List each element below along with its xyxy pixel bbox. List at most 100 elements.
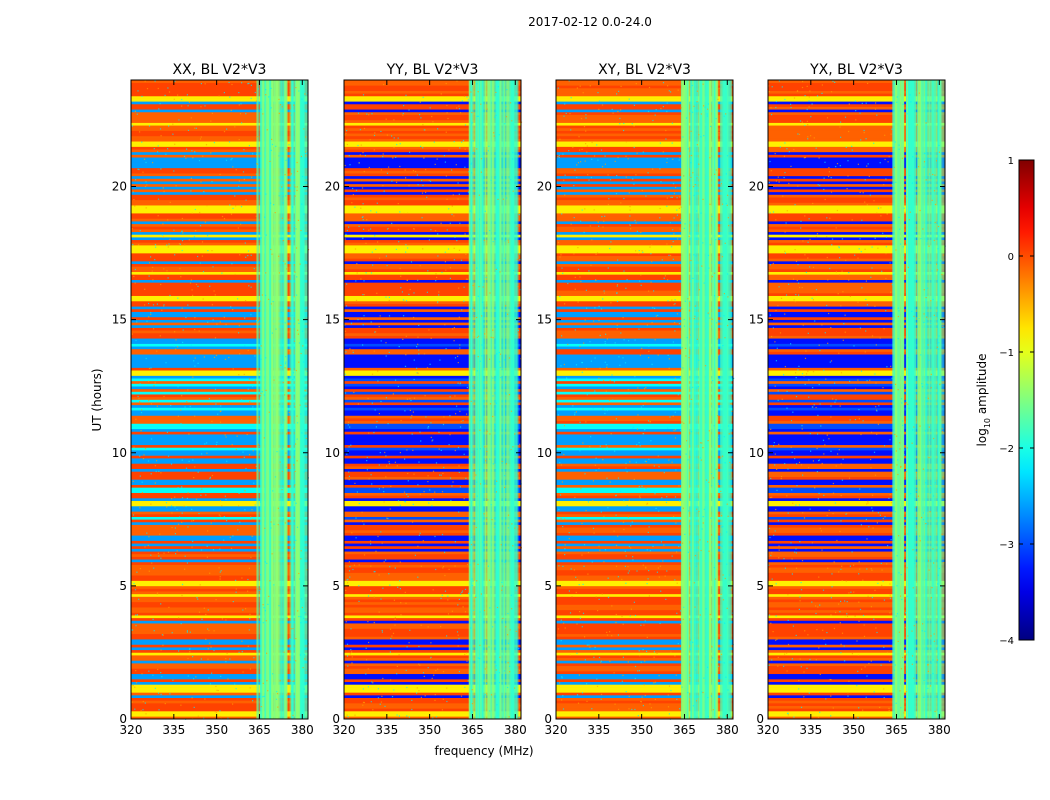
noise-speck (908, 407, 910, 409)
noise-speck (804, 357, 807, 359)
noise-speck (518, 716, 520, 718)
noise-speck (575, 576, 577, 578)
noise-speck (156, 428, 158, 430)
noise-speck (622, 317, 624, 319)
noise-speck (504, 305, 507, 307)
heatmap-row (131, 671, 308, 675)
heatmap-row (556, 527, 733, 531)
noise-speck (519, 289, 521, 291)
noise-speck (511, 120, 513, 122)
noise-speck (197, 598, 199, 600)
noise-speck (212, 549, 215, 551)
noise-speck (941, 127, 944, 129)
noise-speck (588, 179, 590, 181)
noise-speck (388, 461, 390, 463)
heatmap-row (556, 90, 733, 94)
noise-speck (353, 564, 355, 566)
noise-speck (931, 199, 933, 201)
heatmap-row (344, 237, 521, 241)
noise-speck (840, 600, 842, 602)
noise-speck (299, 654, 301, 656)
noise-speck (884, 158, 886, 161)
noise-speck (604, 549, 607, 551)
noise-speck (908, 368, 910, 370)
noise-speck (370, 321, 372, 323)
rfi-stripe (506, 80, 510, 719)
noise-speck (185, 157, 187, 159)
heatmap-row (344, 620, 521, 624)
noise-speck (780, 478, 782, 480)
noise-speck (648, 350, 650, 352)
noise-speck (363, 228, 365, 230)
noise-speck (886, 651, 889, 654)
noise-speck (924, 152, 926, 154)
noise-speck (433, 141, 435, 143)
noise-speck (885, 277, 887, 280)
heatmap-row (131, 601, 308, 605)
noise-speck (728, 225, 730, 227)
noise-speck (459, 486, 461, 488)
noise-speck (897, 338, 899, 340)
noise-speck (355, 537, 357, 539)
heatmap-row (556, 553, 733, 557)
noise-speck (302, 175, 304, 178)
noise-speck (235, 688, 237, 690)
noise-speck (785, 222, 787, 224)
noise-speck (912, 549, 914, 551)
noise-speck (641, 696, 643, 698)
noise-speck (778, 80, 780, 82)
noise-speck (889, 594, 891, 596)
noise-speck (564, 544, 566, 546)
noise-speck (133, 199, 135, 201)
heatmap-row (344, 279, 521, 283)
noise-speck (660, 108, 662, 110)
noise-speck (922, 468, 924, 470)
noise-speck (678, 159, 680, 161)
noise-speck (579, 85, 581, 87)
heatmap-row (768, 466, 945, 470)
heatmap-row (131, 362, 308, 366)
noise-speck (479, 429, 481, 431)
noise-speck (302, 345, 304, 347)
noise-speck (390, 638, 392, 640)
heatmap-row (131, 279, 308, 283)
heatmap-row (556, 109, 733, 113)
noise-speck (638, 650, 640, 652)
heatmap-row (131, 695, 308, 698)
noise-speck (858, 573, 860, 575)
noise-speck (658, 510, 660, 512)
noise-speck (603, 290, 605, 292)
noise-speck (375, 426, 377, 428)
heatmap-row (131, 191, 308, 195)
heatmap-row (344, 508, 521, 512)
noise-speck (516, 93, 518, 95)
noise-speck (647, 578, 649, 580)
noise-speck (643, 624, 645, 626)
noise-speck (559, 138, 561, 140)
heatmap-row (556, 293, 733, 296)
heatmap-row (556, 330, 733, 334)
noise-speck (148, 670, 150, 672)
noise-speck (620, 109, 622, 111)
heatmap-row (131, 103, 308, 107)
heatmap-row (768, 93, 945, 97)
noise-speck (645, 461, 647, 463)
noise-speck (562, 695, 564, 697)
noise-speck (799, 286, 801, 289)
noise-speck (471, 172, 473, 174)
noise-speck (782, 195, 784, 197)
heatmap-row (556, 556, 733, 560)
heatmap-row (768, 133, 945, 137)
heatmap-row (131, 383, 308, 387)
heatmap-row (556, 407, 733, 411)
noise-speck (357, 112, 360, 114)
heatmap-row (344, 551, 521, 555)
heatmap-row (556, 703, 733, 706)
heatmap-row (131, 607, 308, 611)
heatmap-row (344, 85, 521, 89)
noise-speck (451, 213, 453, 216)
noise-speck (388, 299, 390, 302)
x-axis-label: frequency (MHz) (434, 744, 533, 758)
heatmap-row (344, 644, 521, 648)
heatmap-row (344, 162, 521, 166)
